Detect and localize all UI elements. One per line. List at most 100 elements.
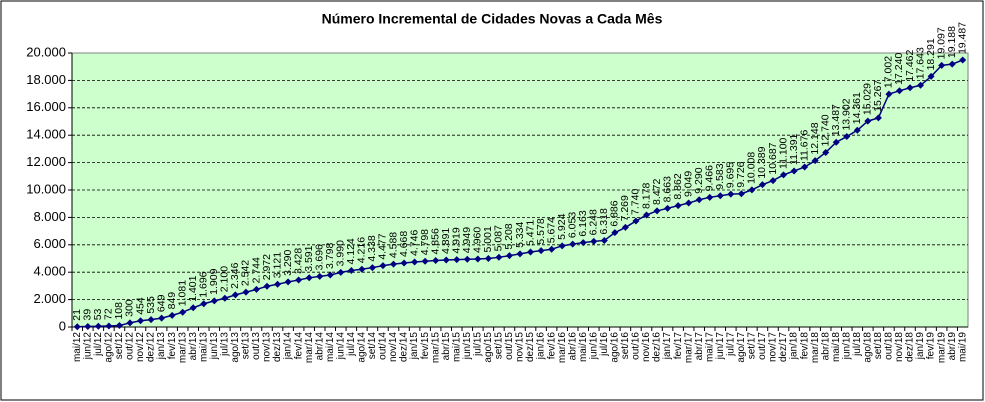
x-tick-label: mar/14 xyxy=(304,332,315,364)
marker xyxy=(347,267,355,275)
data-label: 18.291 xyxy=(925,38,937,70)
data-label: 5.924 xyxy=(556,213,568,239)
data-label: 2.542 xyxy=(240,260,252,286)
x-tick-label: jul/16 xyxy=(599,332,610,357)
y-tick-label: 6.000 xyxy=(33,236,66,251)
x-tick-label: jun/16 xyxy=(588,332,599,361)
x-tick-label: mai/15 xyxy=(451,332,462,362)
marker xyxy=(84,322,92,330)
data-label: 3.428 xyxy=(292,248,304,274)
data-label: 849 xyxy=(166,292,178,310)
marker xyxy=(737,190,745,198)
x-tick-label: nov/17 xyxy=(768,332,779,362)
data-label: 5.674 xyxy=(545,217,557,243)
marker xyxy=(358,265,366,273)
marker xyxy=(179,308,187,316)
marker xyxy=(73,323,81,331)
marker xyxy=(822,148,830,156)
data-label: 4.477 xyxy=(377,233,389,259)
x-tick-label: dez/17 xyxy=(778,332,789,362)
marker xyxy=(895,87,903,95)
y-tick-label: 2.000 xyxy=(33,291,66,306)
x-tick-label: jun/12 xyxy=(82,332,93,361)
x-tick-label: dez/16 xyxy=(652,332,663,362)
data-label: 3.121 xyxy=(271,252,283,278)
marker xyxy=(600,236,608,244)
y-tick-label: 14.000 xyxy=(26,127,66,142)
data-label: 8.472 xyxy=(651,178,663,204)
data-label: 15.267 xyxy=(872,80,884,112)
marker xyxy=(516,250,524,258)
marker xyxy=(484,254,492,262)
x-tick-label: out/13 xyxy=(251,332,262,360)
y-tick-label: 10.000 xyxy=(26,181,66,196)
data-label: 1.081 xyxy=(176,280,188,306)
x-tick-label: out/16 xyxy=(631,332,642,360)
data-label: 3.290 xyxy=(282,249,294,275)
marker xyxy=(674,202,682,210)
x-tick-label: mai/14 xyxy=(325,332,336,362)
data-label: 17.462 xyxy=(904,49,916,81)
data-label: 300 xyxy=(124,299,136,317)
data-label: 3.591 xyxy=(303,245,315,271)
marker xyxy=(442,256,450,264)
x-tick-label: fev/14 xyxy=(293,332,304,360)
x-tick-label: nov/16 xyxy=(641,332,652,362)
marker xyxy=(221,294,229,302)
marker xyxy=(421,257,429,265)
x-tick-label: out/15 xyxy=(504,332,515,360)
data-label: 5.001 xyxy=(482,226,494,252)
data-label: 6.053 xyxy=(566,212,578,238)
marker xyxy=(527,248,535,256)
data-label: 8.663 xyxy=(661,176,673,202)
data-label: 5.578 xyxy=(535,218,547,244)
x-tick-label: dez/13 xyxy=(272,332,283,362)
marker xyxy=(758,181,766,189)
data-label: 9.290 xyxy=(693,167,705,193)
marker xyxy=(295,276,303,284)
marker xyxy=(115,322,123,330)
data-label: 12.148 xyxy=(809,122,821,154)
x-tick-label: ago/13 xyxy=(230,332,241,363)
x-tick-label: nov/13 xyxy=(262,332,273,362)
x-tick-label: nov/14 xyxy=(388,332,399,362)
marker xyxy=(411,258,419,266)
marker xyxy=(959,56,967,64)
data-label: 11.391 xyxy=(788,133,800,164)
marker xyxy=(906,84,914,92)
data-label: 17.002 xyxy=(883,56,895,88)
x-tick-label: jul/12 xyxy=(93,332,104,357)
x-tick-label: mai/16 xyxy=(578,332,589,362)
marker xyxy=(337,268,345,276)
marker xyxy=(495,253,503,261)
x-tick-label: jan/16 xyxy=(536,332,547,361)
data-label: 9.695 xyxy=(725,162,737,188)
marker xyxy=(432,256,440,264)
x-tick-label: mar/16 xyxy=(557,332,568,364)
x-tick-label: fev/15 xyxy=(420,332,431,360)
x-tick-label: dez/14 xyxy=(399,332,410,362)
x-tick-label: fev/17 xyxy=(673,332,684,360)
data-label: 649 xyxy=(155,294,167,312)
data-label: 4.919 xyxy=(451,227,463,253)
marker xyxy=(864,117,872,125)
x-tick-label: set/12 xyxy=(114,332,125,360)
data-label: 15.029 xyxy=(862,83,874,115)
x-tick-label: mar/13 xyxy=(177,332,188,364)
data-label: 8.178 xyxy=(640,183,652,209)
data-label: 2.346 xyxy=(229,262,241,288)
data-label: 6.886 xyxy=(609,200,621,226)
data-label: 72 xyxy=(103,308,115,320)
data-label: 4.856 xyxy=(429,228,441,254)
marker xyxy=(917,81,925,89)
data-label: 4.891 xyxy=(440,228,452,254)
marker xyxy=(611,229,619,237)
data-label: 14.361 xyxy=(851,92,863,124)
data-label: 10.008 xyxy=(746,152,758,184)
x-tick-label: jan/19 xyxy=(915,332,926,361)
marker xyxy=(326,271,334,279)
x-tick-label: abr/13 xyxy=(188,332,199,361)
marker xyxy=(579,239,587,247)
marker xyxy=(284,278,292,286)
marker xyxy=(948,60,956,68)
